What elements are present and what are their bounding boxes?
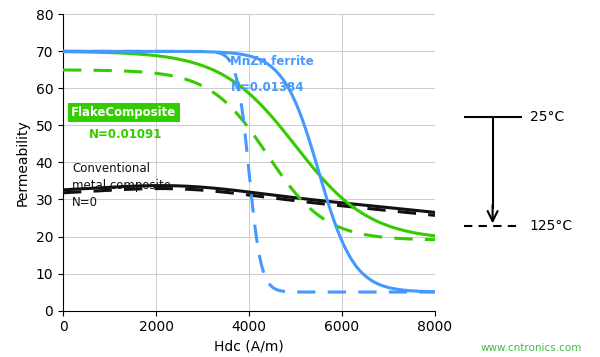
- Text: MnZn ferrite: MnZn ferrite: [230, 55, 314, 68]
- X-axis label: Hdc (A/m): Hdc (A/m): [214, 340, 284, 354]
- Text: N=0.01091: N=0.01091: [89, 128, 162, 141]
- Y-axis label: Permeability: Permeability: [16, 119, 30, 206]
- Text: 125°C: 125°C: [530, 219, 572, 233]
- Text: N=0.01384: N=0.01384: [230, 81, 304, 94]
- Text: Conventional
metal composite
N=0: Conventional metal composite N=0: [73, 162, 172, 210]
- Text: FlakeComposite: FlakeComposite: [71, 106, 176, 119]
- Text: www.cntronics.com: www.cntronics.com: [481, 343, 582, 353]
- Text: 25°C: 25°C: [530, 110, 564, 124]
